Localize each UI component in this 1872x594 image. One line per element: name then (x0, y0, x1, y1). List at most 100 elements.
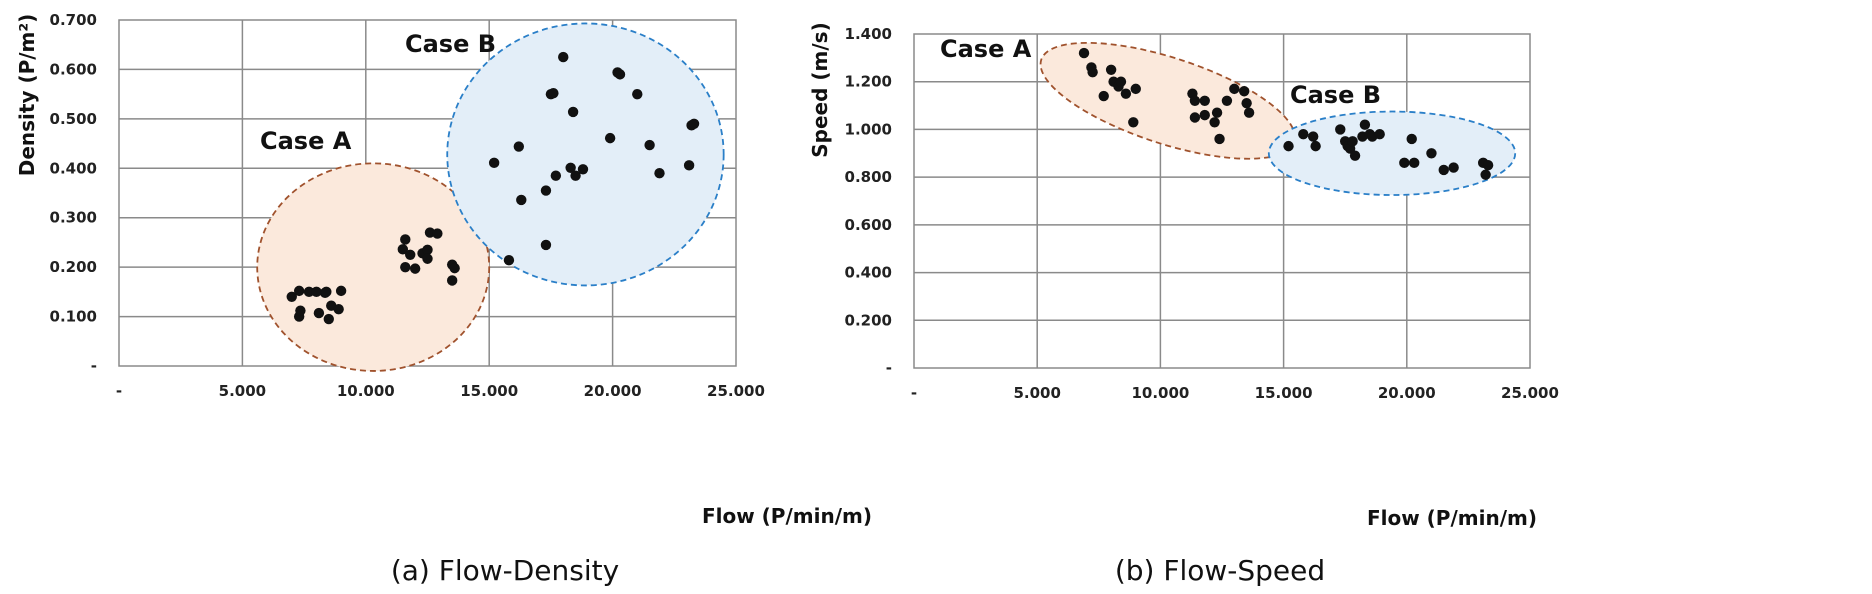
data-point (397, 244, 409, 255)
data-point (1078, 47, 1090, 59)
data-point (321, 286, 332, 298)
data-point (1408, 157, 1420, 169)
data-point (1214, 133, 1225, 145)
data-point (313, 307, 325, 319)
data-point (632, 88, 643, 100)
data-point (558, 51, 569, 63)
chart-flow-density: Case A Case B - 5.000 10.000 15.000 20.000 25.… (15, 11, 872, 587)
y-tick-label: 1.200 (845, 73, 892, 91)
data-point (335, 285, 347, 297)
data-point (432, 228, 443, 239)
cluster-label-case-a: Case A (940, 35, 1032, 63)
data-point (1130, 83, 1141, 95)
y-tick-label: 1.400 (845, 25, 892, 43)
x-tick-label: 15.000 (1255, 384, 1313, 402)
cluster-label-case-b: Case B (405, 30, 496, 58)
y-tick-label: - (886, 359, 892, 377)
data-point (548, 87, 559, 99)
data-point (1098, 90, 1109, 102)
data-point (1482, 160, 1494, 171)
y-tick-label: 0.600 (845, 216, 892, 234)
data-point (1120, 88, 1132, 99)
data-point (405, 249, 416, 260)
y-tick-label: - (91, 357, 97, 375)
data-point (683, 160, 695, 171)
x-tick-label: - (911, 384, 917, 402)
data-point (1399, 157, 1410, 169)
data-point (1480, 169, 1491, 180)
data-point (323, 313, 334, 325)
x-tick-label: 10.000 (337, 382, 395, 400)
y-axis-title: Density (P/m²) (15, 14, 39, 177)
data-point (644, 139, 655, 151)
data-point (604, 132, 616, 144)
data-point (449, 262, 460, 274)
data-point (488, 157, 500, 169)
data-point (286, 291, 297, 302)
y-tick-label: 1.000 (845, 120, 892, 138)
y-tick-label: 0.800 (845, 168, 892, 186)
data-point (1349, 150, 1361, 161)
data-point (540, 239, 552, 251)
data-point (422, 253, 433, 264)
data-point (577, 164, 589, 175)
data-point (1298, 129, 1309, 140)
x-tick-label: - (116, 382, 122, 400)
data-point (570, 170, 581, 181)
data-point (295, 305, 306, 316)
x-tick-label: 10.000 (1131, 384, 1189, 402)
y-tick-label: 0.600 (50, 60, 97, 78)
cluster-label-case-a: Case A (260, 127, 352, 155)
data-point (516, 194, 527, 206)
data-point (293, 285, 305, 297)
data-point (550, 170, 562, 181)
y-tick-label: 0.400 (50, 159, 97, 177)
data-point (1406, 133, 1417, 145)
data-point (1238, 86, 1250, 97)
x-tick-label: 5.000 (219, 382, 266, 400)
cluster-label-case-b: Case B (1290, 81, 1381, 109)
y-tick-label: 0.200 (50, 258, 97, 276)
x-axis-title: Flow (P/min/m) (702, 504, 872, 528)
data-point (1374, 129, 1385, 140)
data-point (565, 162, 576, 173)
data-point (503, 255, 515, 266)
data-point (688, 118, 700, 129)
data-point (567, 106, 579, 118)
x-tick-label: 15.000 (460, 382, 518, 400)
chart-caption: (b) Flow-Speed (1115, 554, 1325, 587)
x-axis-title: Flow (P/min/m) (1367, 506, 1537, 530)
y-tick-label: 0.700 (50, 11, 97, 29)
data-point (1448, 162, 1459, 173)
data-point (1189, 112, 1201, 123)
data-point (1199, 109, 1210, 121)
data-point (1199, 95, 1210, 107)
data-point (1347, 136, 1358, 147)
data-point (333, 303, 344, 315)
x-tick-label: 25.000 (1501, 384, 1559, 402)
data-point (1115, 76, 1127, 87)
data-point (409, 263, 421, 274)
y-tick-label: 0.300 (50, 209, 97, 227)
data-point (1087, 66, 1098, 78)
data-point (654, 168, 665, 179)
data-point (513, 141, 525, 152)
data-point (1307, 131, 1319, 142)
chart-caption: (a) Flow-Density (391, 554, 619, 587)
data-point (1438, 164, 1449, 176)
y-tick-label: 0.100 (50, 308, 97, 326)
x-tick-label: 25.000 (707, 382, 765, 400)
data-point (400, 261, 411, 273)
cluster-ellipse-case-a (256, 162, 491, 372)
data-point (1189, 95, 1201, 107)
chart-flow-speed: Case A Case B - 5.000 10.000 15.000 20.000 25.… (808, 22, 1559, 587)
data-point (1128, 117, 1139, 128)
data-point (1105, 64, 1117, 75)
data-point (1211, 107, 1223, 118)
data-point (311, 286, 322, 298)
data-point (1221, 95, 1233, 107)
cluster-ellipse-case-b (1267, 110, 1517, 196)
data-point (1426, 148, 1437, 159)
data-point (446, 275, 458, 286)
